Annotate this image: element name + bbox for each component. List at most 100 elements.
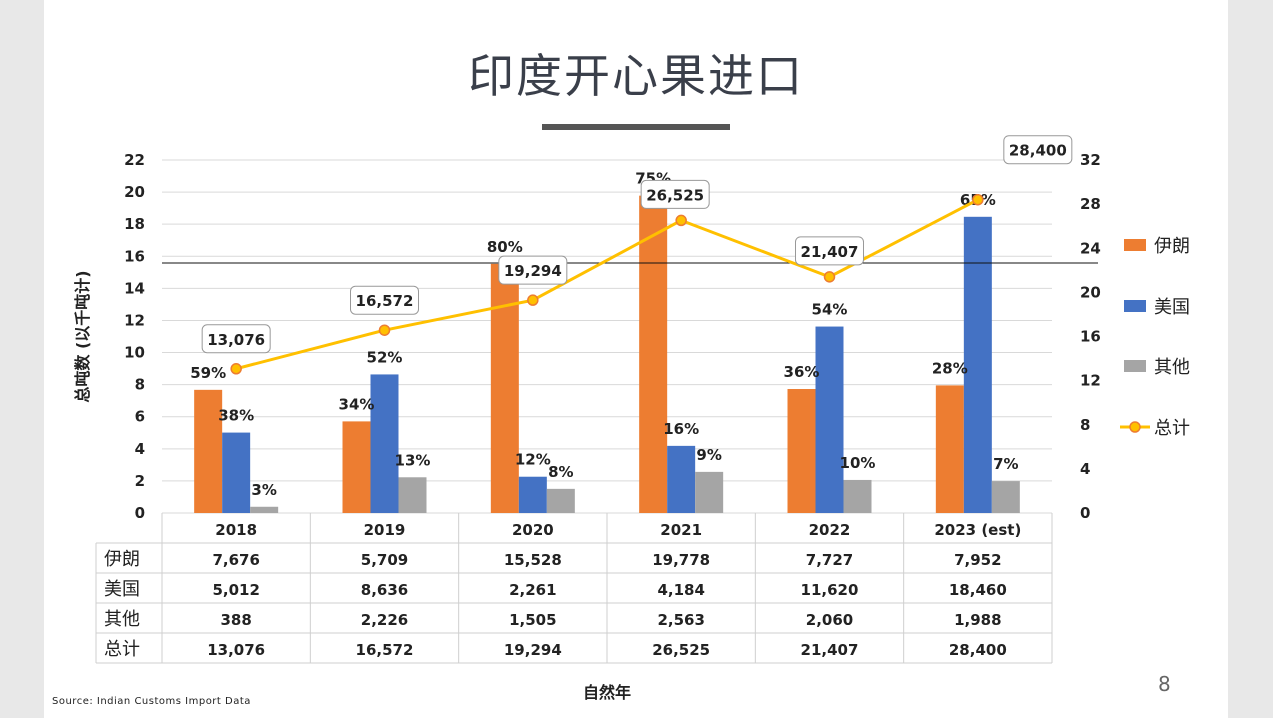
data-label: 54% [812, 301, 848, 319]
y2-tick-label: 0 [1080, 504, 1090, 522]
x-tick-label: 2018 [215, 521, 257, 539]
total-data-label: 19,294 [504, 262, 562, 280]
data-label: 7% [993, 455, 1018, 473]
total-data-label: 28,400 [1009, 142, 1067, 160]
total-label-box [201, 324, 271, 354]
legend-swatch [1124, 300, 1146, 312]
bar [843, 479, 872, 513]
table-row-header: 美国 [104, 579, 140, 600]
table-cell: 1,988 [954, 611, 1001, 629]
page-number: 8 [1158, 672, 1171, 696]
data-label: 28% [932, 359, 968, 377]
total-label-box [350, 285, 419, 315]
bar [194, 389, 223, 513]
x-tick-label: 2022 [809, 521, 851, 539]
title-underline [542, 124, 730, 130]
bar [963, 216, 992, 513]
total-line [235, 198, 979, 371]
total-data-label: 26,525 [646, 186, 704, 204]
x-axis-label: 自然年 [583, 683, 631, 702]
y2-tick-label: 24 [1080, 239, 1101, 257]
legend-label: 伊朗 [1154, 236, 1190, 257]
x-tick-label: 2021 [660, 521, 702, 539]
table-cell: 26,525 [652, 641, 710, 659]
total-marker [675, 214, 687, 227]
y2-tick-label: 4 [1080, 460, 1090, 478]
data-label: 38% [218, 407, 254, 425]
table-cell: 7,727 [806, 551, 853, 569]
table-cell: 15,528 [504, 551, 562, 569]
table-cell: 11,620 [801, 581, 859, 599]
data-label: 10% [840, 454, 876, 472]
x-tick-label: 2023 (est) [934, 521, 1021, 539]
data-label: 12% [515, 451, 551, 469]
table-row-header: 其他 [104, 609, 140, 630]
data-label: 34% [339, 395, 375, 413]
data-label: 52% [367, 348, 403, 366]
bar [398, 477, 427, 513]
source-note: Source: Indian Customs Import Data [52, 696, 251, 707]
bar [991, 481, 1020, 513]
bar [667, 445, 696, 513]
y-tick-label: 22 [124, 151, 145, 169]
bar [935, 385, 964, 513]
y-tick-label: 20 [124, 183, 145, 201]
legend-label: 总计 [1154, 418, 1190, 439]
y-tick-label: 4 [135, 440, 145, 458]
y-tick-label: 8 [135, 376, 145, 394]
total-data-label: 16,572 [356, 292, 414, 310]
y-axis-label: 总吨数 (以千吨计) [73, 270, 92, 402]
data-label: 3% [251, 481, 276, 499]
y2-tick-label: 28 [1080, 195, 1101, 213]
slide: 印度开心果进口 0 2 4 6 8 10 12 14 16 18 20 22 0 4 8 12 16 20 24 28… [44, 0, 1228, 718]
y2-tick-label: 8 [1080, 416, 1090, 434]
bar [518, 476, 547, 513]
legend-label: 其他 [1154, 357, 1190, 378]
y2-tick-label: 20 [1080, 283, 1101, 301]
table-cell: 2,563 [657, 611, 704, 629]
total-marker [378, 324, 391, 336]
total-label-box [498, 255, 568, 285]
total-marker [527, 294, 539, 306]
y-tick-label: 2 [135, 472, 145, 490]
total-marker [823, 271, 836, 283]
table-cell: 19,778 [652, 551, 710, 569]
table-cell: 18,460 [949, 581, 1007, 599]
table-cell: 2,261 [509, 581, 556, 599]
table-cell: 8,636 [361, 581, 408, 599]
data-label: 36% [784, 363, 820, 381]
bar [370, 374, 399, 513]
bar [695, 471, 724, 513]
y-tick-label: 12 [124, 311, 145, 329]
y-tick-label: 0 [135, 504, 145, 522]
y2-tick-label: 12 [1080, 372, 1101, 390]
table-cell: 4,184 [657, 581, 704, 599]
total-label-box [795, 236, 864, 266]
table-cell: 5,012 [212, 581, 259, 599]
total-marker [230, 363, 242, 375]
table-cell: 5,709 [361, 551, 408, 569]
bar [250, 506, 279, 513]
legend-swatch [1124, 360, 1146, 372]
y2-tick-label: 32 [1080, 151, 1101, 169]
legend-label: 美国 [1154, 297, 1190, 318]
y-tick-label: 18 [124, 215, 145, 233]
data-label: 16% [663, 420, 699, 438]
bar [639, 195, 668, 513]
x-tick-label: 2020 [512, 521, 554, 539]
bar [815, 326, 844, 513]
table-cell: 7,676 [212, 551, 259, 569]
table-cell: 2,226 [361, 611, 408, 629]
total-label-box [1003, 135, 1073, 165]
table-cell: 28,400 [949, 641, 1007, 659]
bar [222, 432, 251, 513]
y-tick-label: 14 [124, 279, 145, 297]
table-cell: 2,060 [806, 611, 853, 629]
y-tick-label: 16 [124, 247, 145, 265]
table-row-header: 伊朗 [104, 549, 140, 570]
table-cell: 7,952 [954, 551, 1001, 569]
table-cell: 1,505 [509, 611, 556, 629]
bar [787, 389, 816, 513]
bar [546, 488, 575, 513]
